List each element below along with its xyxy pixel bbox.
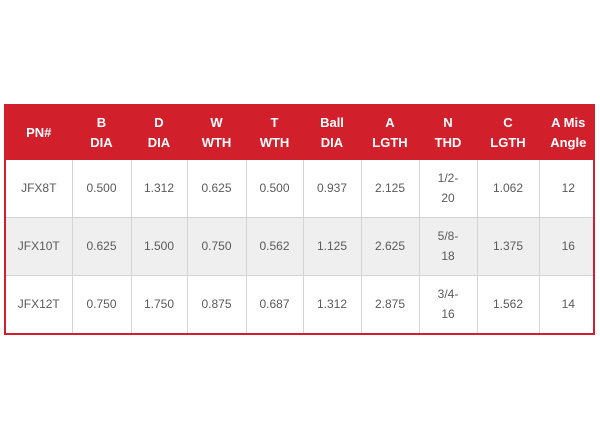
cell-w-wth: 0.625 [186,160,246,217]
spec-table: PN# B DIA D DIA W WTH T WTH [6,106,593,333]
table-row: JFX12T 0.750 1.750 0.875 0.687 1.312 2.8… [6,274,593,333]
column-header-a-mis-angle: A Mis Angle [538,106,593,160]
cell-d-dia: 1.500 [130,216,187,275]
cell-a-lgth: 2.125 [360,160,419,217]
column-header-c-lgth: C LGTH [476,106,539,160]
cell-t-wth: 0.687 [245,274,303,333]
cell-d-dia: 1.750 [130,274,187,333]
cell-w-wth: 0.750 [186,216,246,275]
cell-c-lgth: 1.062 [476,160,539,217]
cell-n-thd: 1/2- 20 [418,160,477,217]
cell-b-dia: 0.625 [71,216,131,275]
cell-c-lgth: 1.562 [476,274,539,333]
cell-n-thd: 3/4- 16 [418,274,477,333]
cell-pn: JFX12T [6,274,72,333]
column-header-w-wth: W WTH [186,106,246,160]
cell-ball-dia: 0.937 [302,160,361,217]
cell-pn: JFX10T [6,216,72,275]
cell-b-dia: 0.750 [71,274,131,333]
spec-table-frame: PN# B DIA D DIA W WTH T WTH [4,104,595,335]
table-row: JFX8T 0.500 1.312 0.625 0.500 0.937 2.12… [6,160,593,217]
column-header-a-lgth: A LGTH [360,106,419,160]
cell-ball-dia: 1.125 [302,216,361,275]
cell-d-dia: 1.312 [130,160,187,217]
cell-b-dia: 0.500 [71,160,131,217]
cell-angle: 16 [538,216,593,275]
cell-c-lgth: 1.375 [476,216,539,275]
cell-t-wth: 0.562 [245,216,303,275]
cell-a-lgth: 2.625 [360,216,419,275]
column-header-b-dia: B DIA [71,106,131,160]
cell-angle: 14 [538,274,593,333]
cell-pn: JFX8T [21,181,57,196]
column-header-pn: PN# [26,125,52,140]
column-header-ball-dia: Ball DIA [302,106,361,160]
cell-n-thd: 5/8- 18 [418,216,477,275]
column-header-d-dia: D DIA [130,106,187,160]
column-header-n-thd: N THD [418,106,477,160]
cell-t-wth: 0.500 [245,160,303,217]
cell-ball-dia: 1.312 [302,274,361,333]
cell-angle: 12 [538,160,593,217]
column-header-t-wth: T WTH [245,106,303,160]
cell-a-lgth: 2.875 [360,274,419,333]
table-row: JFX10T 0.625 1.500 0.750 0.562 1.125 2.6… [6,216,593,275]
table-header-row: PN# B DIA D DIA W WTH T WTH [6,106,593,160]
cell-w-wth: 0.875 [186,274,246,333]
